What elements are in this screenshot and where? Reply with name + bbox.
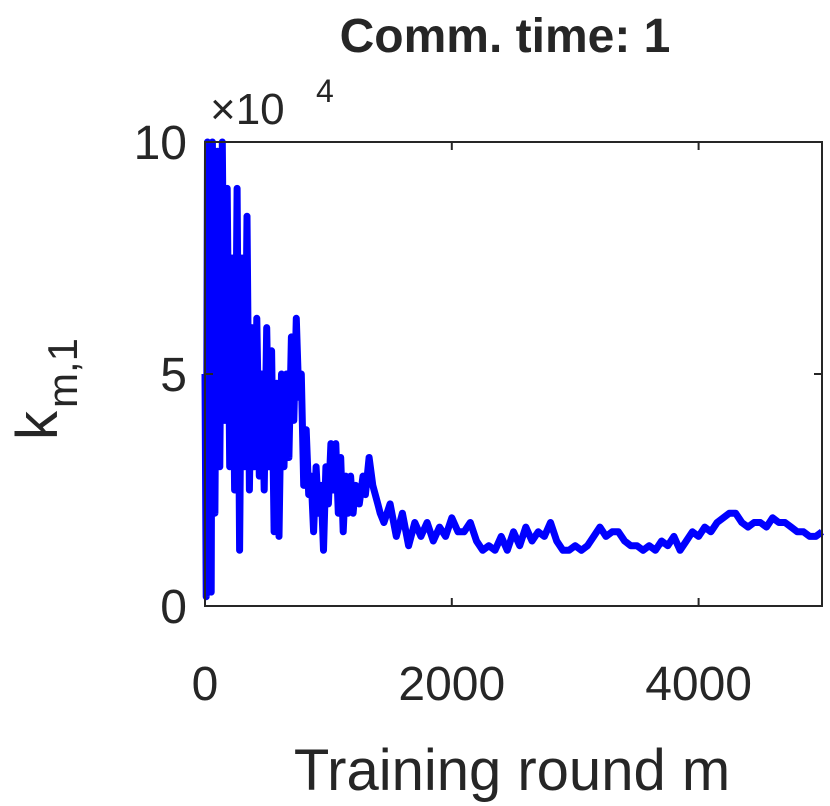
- y-tick-label: 5: [160, 349, 187, 402]
- y-axis-label-main: k: [5, 410, 70, 440]
- data-line: [201, 138, 825, 601]
- x-tick-label: 4000: [645, 658, 752, 711]
- y-tick-label: 10: [134, 117, 187, 170]
- y-tick-label: 0: [160, 581, 187, 634]
- y-axis-label: k m,1: [5, 338, 86, 440]
- y-multiplier: ×10: [210, 85, 285, 134]
- x-tick-label: 0: [192, 658, 219, 711]
- y-axis-label-subscript: m,1: [39, 338, 86, 408]
- chart-title: Comm. time: 1: [340, 10, 671, 63]
- y-multiplier-power: 4: [316, 73, 334, 109]
- x-axis-label: Training round m: [294, 738, 730, 803]
- x-tick-label: 2000: [398, 658, 505, 711]
